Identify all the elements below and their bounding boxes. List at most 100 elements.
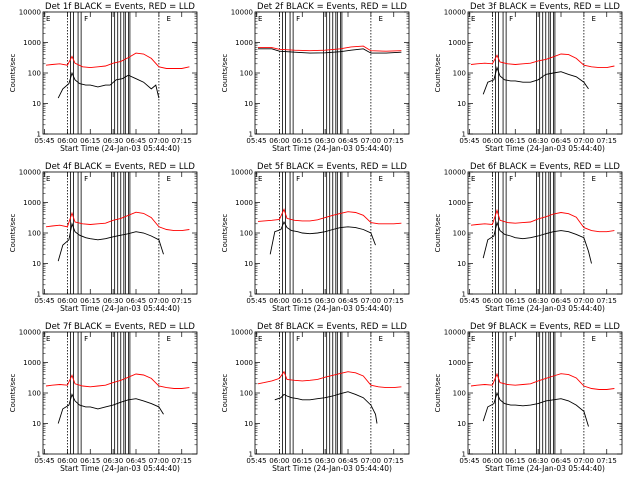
lld-series-line: [470, 208, 615, 233]
y-tick-label: 100: [453, 70, 466, 78]
y-tick-label: 10: [244, 420, 253, 428]
x-tick-label: 06:15: [505, 457, 525, 465]
x-axis-label: Start Time (24-Jan-03 05:44:40): [272, 304, 392, 313]
interval-label: E: [167, 175, 171, 183]
y-tick-label: 1: [462, 291, 466, 299]
y-tick-label: 1000: [235, 199, 253, 207]
x-tick-label: 06:00: [482, 137, 502, 145]
panel-title: Det 4f BLACK = Events, RED = LLD: [45, 162, 195, 172]
y-tick-label: 10: [457, 260, 466, 268]
x-axis-label: Start Time (24-Jan-03 05:44:40): [272, 144, 392, 153]
x-tick-label: 06:30: [528, 457, 548, 465]
interval-label: F: [509, 175, 513, 183]
plot-frame: [254, 11, 410, 135]
x-tick-label: 06:15: [80, 137, 100, 145]
panel-title: Det 1f BLACK = Events, RED = LLD: [45, 2, 195, 12]
y-tick-label: 100: [240, 70, 253, 78]
x-tick-label: 07:15: [172, 457, 192, 465]
x-axis-label: Start Time (24-Jan-03 05:44:40): [60, 464, 180, 473]
x-tick-label: 06:15: [505, 137, 525, 145]
y-tick-label: 1: [37, 131, 41, 139]
y-tick-label: 1000: [448, 199, 466, 207]
x-tick-label: 06:30: [103, 137, 123, 145]
interval-label: E: [258, 15, 262, 23]
detector-panel-8: Det 8f BLACK = Events, RED = LLD 1 10 100 10…: [221, 322, 410, 473]
x-tick-label: 06:30: [528, 137, 548, 145]
x-tick-label: 06:15: [292, 137, 312, 145]
y-tick-label: 1000: [235, 359, 253, 367]
y-tick-label: 10: [32, 420, 41, 428]
y-tick-label: 100: [453, 390, 466, 398]
x-tick-label: 07:15: [597, 137, 617, 145]
x-tick-label: 07:00: [149, 297, 169, 305]
x-tick-label: 06:45: [551, 297, 571, 305]
detector-panel-4: Det 4f BLACK = Events, RED = LLD 1 10 100 10…: [9, 162, 198, 313]
y-tick-label: 1000: [235, 39, 253, 47]
x-tick-label: 07:00: [574, 457, 594, 465]
x-axis-label: Start Time (24-Jan-03 05:44:40): [60, 144, 180, 153]
x-axis-label: Start Time (24-Jan-03 05:44:40): [60, 304, 180, 313]
x-tick-label: 05:45: [34, 297, 54, 305]
lld-series-line: [470, 372, 615, 390]
x-tick-label: 06:30: [315, 137, 335, 145]
plot-frame: [254, 331, 410, 455]
y-tick-label: 1000: [23, 359, 41, 367]
y-axis-label: Counts/sec: [221, 54, 229, 93]
panel-title: Det 9f BLACK = Events, RED = LLD: [470, 322, 620, 332]
x-tick-label: 06:45: [338, 137, 358, 145]
y-axis-label: Counts/sec: [434, 214, 442, 253]
x-tick-label: 06:00: [269, 457, 289, 465]
x-tick-label: 06:45: [551, 137, 571, 145]
interval-label: E: [379, 175, 383, 183]
plot-frame: [467, 331, 623, 455]
plot-frame: [467, 171, 623, 295]
x-tick-label: 06:15: [80, 457, 100, 465]
y-tick-label: 1000: [23, 199, 41, 207]
x-tick-label: 06:45: [126, 297, 146, 305]
x-tick-label: 06:00: [482, 457, 502, 465]
y-tick-label: 10000: [444, 169, 466, 177]
events-series-line: [57, 393, 164, 424]
x-tick-label: 06:30: [528, 297, 548, 305]
interval-label: F: [509, 15, 513, 23]
interval-label: E: [167, 335, 171, 343]
events-series-line: [482, 66, 589, 95]
panel-title: Det 8f BLACK = Events, RED = LLD: [257, 322, 407, 332]
plot-frame: [467, 11, 623, 135]
y-tick-label: 10000: [444, 329, 466, 337]
x-tick-label: 06:45: [551, 457, 571, 465]
interval-label: E: [46, 15, 50, 23]
x-tick-label: 07:15: [597, 457, 617, 465]
x-tick-label: 05:45: [459, 457, 479, 465]
x-tick-label: 07:00: [361, 137, 381, 145]
x-tick-label: 06:15: [292, 297, 312, 305]
x-tick-label: 06:00: [57, 297, 77, 305]
x-tick-label: 06:15: [80, 297, 100, 305]
x-tick-label: 06:00: [269, 137, 289, 145]
y-tick-label: 10: [32, 260, 41, 268]
panel-title: Det 7f BLACK = Events, RED = LLD: [45, 322, 195, 332]
lld-series-line: [45, 211, 190, 232]
y-tick-label: 10000: [19, 169, 41, 177]
x-tick-label: 07:00: [361, 457, 381, 465]
interval-label: E: [46, 175, 50, 183]
detector-panel-5: Det 5f BLACK = Events, RED = LLD 1 10 100 10…: [221, 162, 410, 313]
interval-label: F: [84, 15, 88, 23]
y-tick-label: 10: [244, 100, 253, 108]
x-axis-label: Start Time (24-Jan-03 05:44:40): [485, 304, 605, 313]
detector-panel-1: Det 1f BLACK = Events, RED = LLD 1 10 100 10…: [9, 2, 198, 153]
detector-panel-3: Det 3f BLACK = Events, RED = LLD 1 10 100 10…: [434, 2, 623, 153]
lld-series-line: [45, 373, 190, 389]
lld-series-line: [257, 208, 402, 225]
y-tick-label: 10000: [231, 9, 253, 17]
x-tick-label: 07:00: [574, 297, 594, 305]
interval-label: E: [592, 15, 596, 23]
interval-label: E: [471, 335, 475, 343]
x-tick-label: 05:45: [459, 297, 479, 305]
x-tick-label: 05:45: [246, 297, 266, 305]
